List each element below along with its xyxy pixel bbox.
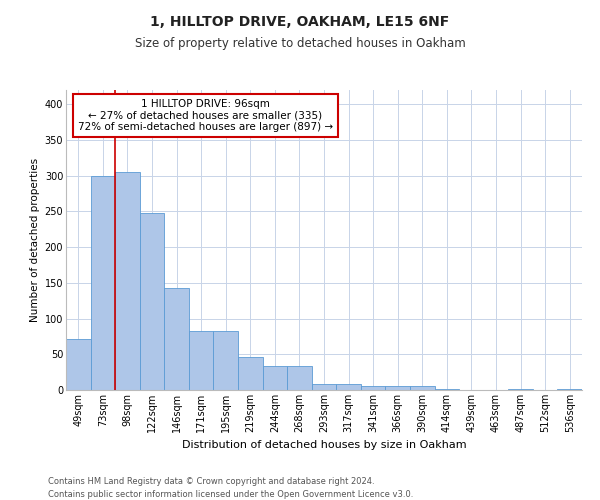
- Bar: [66, 338, 91, 390]
- Bar: [115, 172, 140, 390]
- Bar: [385, 386, 410, 390]
- Text: 1 HILLTOP DRIVE: 96sqm
← 27% of detached houses are smaller (335)
72% of semi-de: 1 HILLTOP DRIVE: 96sqm ← 27% of detached…: [78, 99, 333, 132]
- Bar: [214, 330, 238, 390]
- Bar: [557, 388, 582, 390]
- Text: Contains public sector information licensed under the Open Government Licence v3: Contains public sector information licen…: [48, 490, 413, 499]
- Text: Contains HM Land Registry data © Crown copyright and database right 2024.: Contains HM Land Registry data © Crown c…: [48, 478, 374, 486]
- Bar: [361, 386, 385, 390]
- Bar: [263, 366, 287, 390]
- Bar: [336, 384, 361, 390]
- Bar: [312, 384, 336, 390]
- X-axis label: Distribution of detached houses by size in Oakham: Distribution of detached houses by size …: [182, 440, 466, 450]
- Bar: [287, 366, 312, 390]
- Bar: [140, 213, 164, 390]
- Bar: [508, 388, 533, 390]
- Text: 1, HILLTOP DRIVE, OAKHAM, LE15 6NF: 1, HILLTOP DRIVE, OAKHAM, LE15 6NF: [151, 15, 449, 29]
- Bar: [410, 386, 434, 390]
- Y-axis label: Number of detached properties: Number of detached properties: [31, 158, 40, 322]
- Bar: [91, 176, 115, 390]
- Bar: [238, 357, 263, 390]
- Bar: [164, 288, 189, 390]
- Bar: [434, 388, 459, 390]
- Bar: [189, 330, 214, 390]
- Text: Size of property relative to detached houses in Oakham: Size of property relative to detached ho…: [134, 38, 466, 51]
